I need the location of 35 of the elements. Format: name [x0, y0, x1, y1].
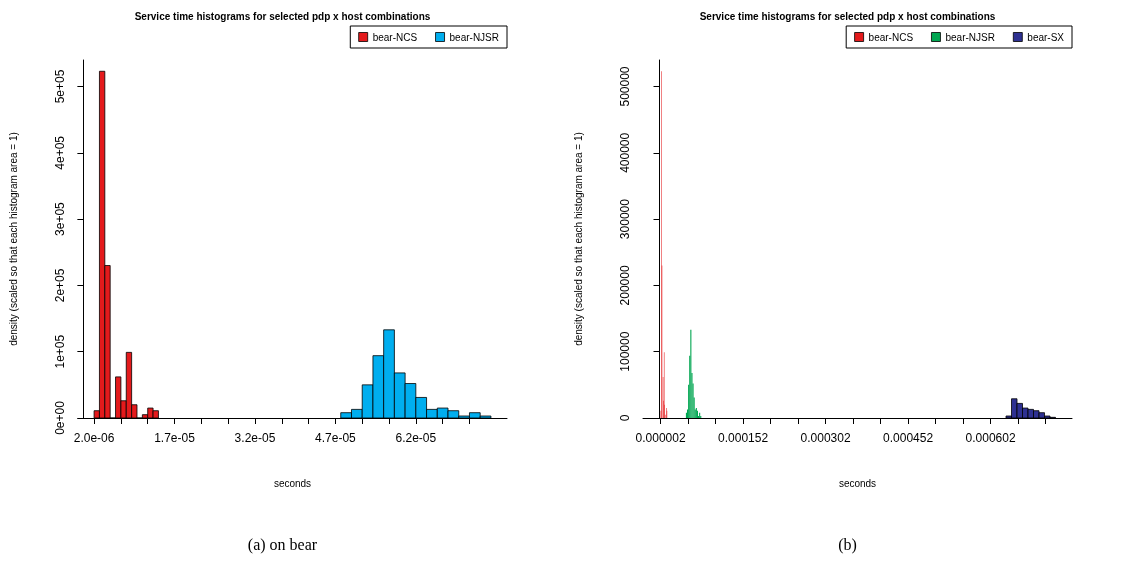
x-tick-label: 2.0e-06 [73, 431, 115, 445]
chart-title: Service time histograms for selected pdp x host combinations [134, 10, 431, 22]
legend-label: bear-NJSR [449, 31, 500, 43]
x-tick-label: 6.2e-05 [395, 431, 437, 445]
x-tick-label: 0.000452 [883, 431, 934, 445]
y-tick-label: 3e+05 [53, 201, 67, 236]
text: (a) on bear [247, 535, 318, 554]
chart-title: Service time histograms for selected pdp x host combinations [699, 10, 996, 22]
y-tick-label: 5e+05 [53, 69, 67, 104]
x-tick-label: 0.000302 [800, 431, 851, 445]
x-tick-label: 0.000152 [718, 431, 769, 445]
y-tick-label: 300000 [618, 198, 632, 240]
legend-label: bear-NJSR [945, 31, 995, 43]
x-tick-label: 1.7e-05 [154, 431, 196, 445]
y-tick-label: 0 [618, 414, 632, 422]
x-tick-label: 0.000002 [635, 431, 686, 445]
y-tick-label: 0e+00 [53, 400, 67, 435]
x-axis-title: seconds [838, 477, 877, 489]
x-tick-label: 0.000602 [965, 431, 1016, 445]
y-tick-label: 4e+05 [53, 135, 67, 170]
y-axis-title: density (scaled so that each histogram area = 1) [7, 132, 19, 346]
legend-label: bear-NCS [372, 31, 418, 43]
x-tick-label: 3.2e-05 [234, 431, 276, 445]
y-axis-title: density (scaled so that each histogram area = 1) [572, 132, 584, 346]
x-axis-title: seconds [273, 477, 312, 489]
y-tick-label: 200000 [618, 265, 632, 306]
y-tick-label: 1e+05 [53, 334, 67, 369]
y-tick-label: 100000 [618, 331, 632, 372]
legend-label: bear-NCS [868, 31, 914, 43]
y-tick-label: 2e+05 [53, 268, 67, 303]
y-tick-label: 500000 [618, 66, 632, 107]
text: (b) [838, 535, 857, 554]
x-tick-label: 4.7e-05 [315, 431, 357, 445]
legend-label: bear-SX [1027, 31, 1065, 43]
y-tick-label: 400000 [618, 132, 632, 173]
